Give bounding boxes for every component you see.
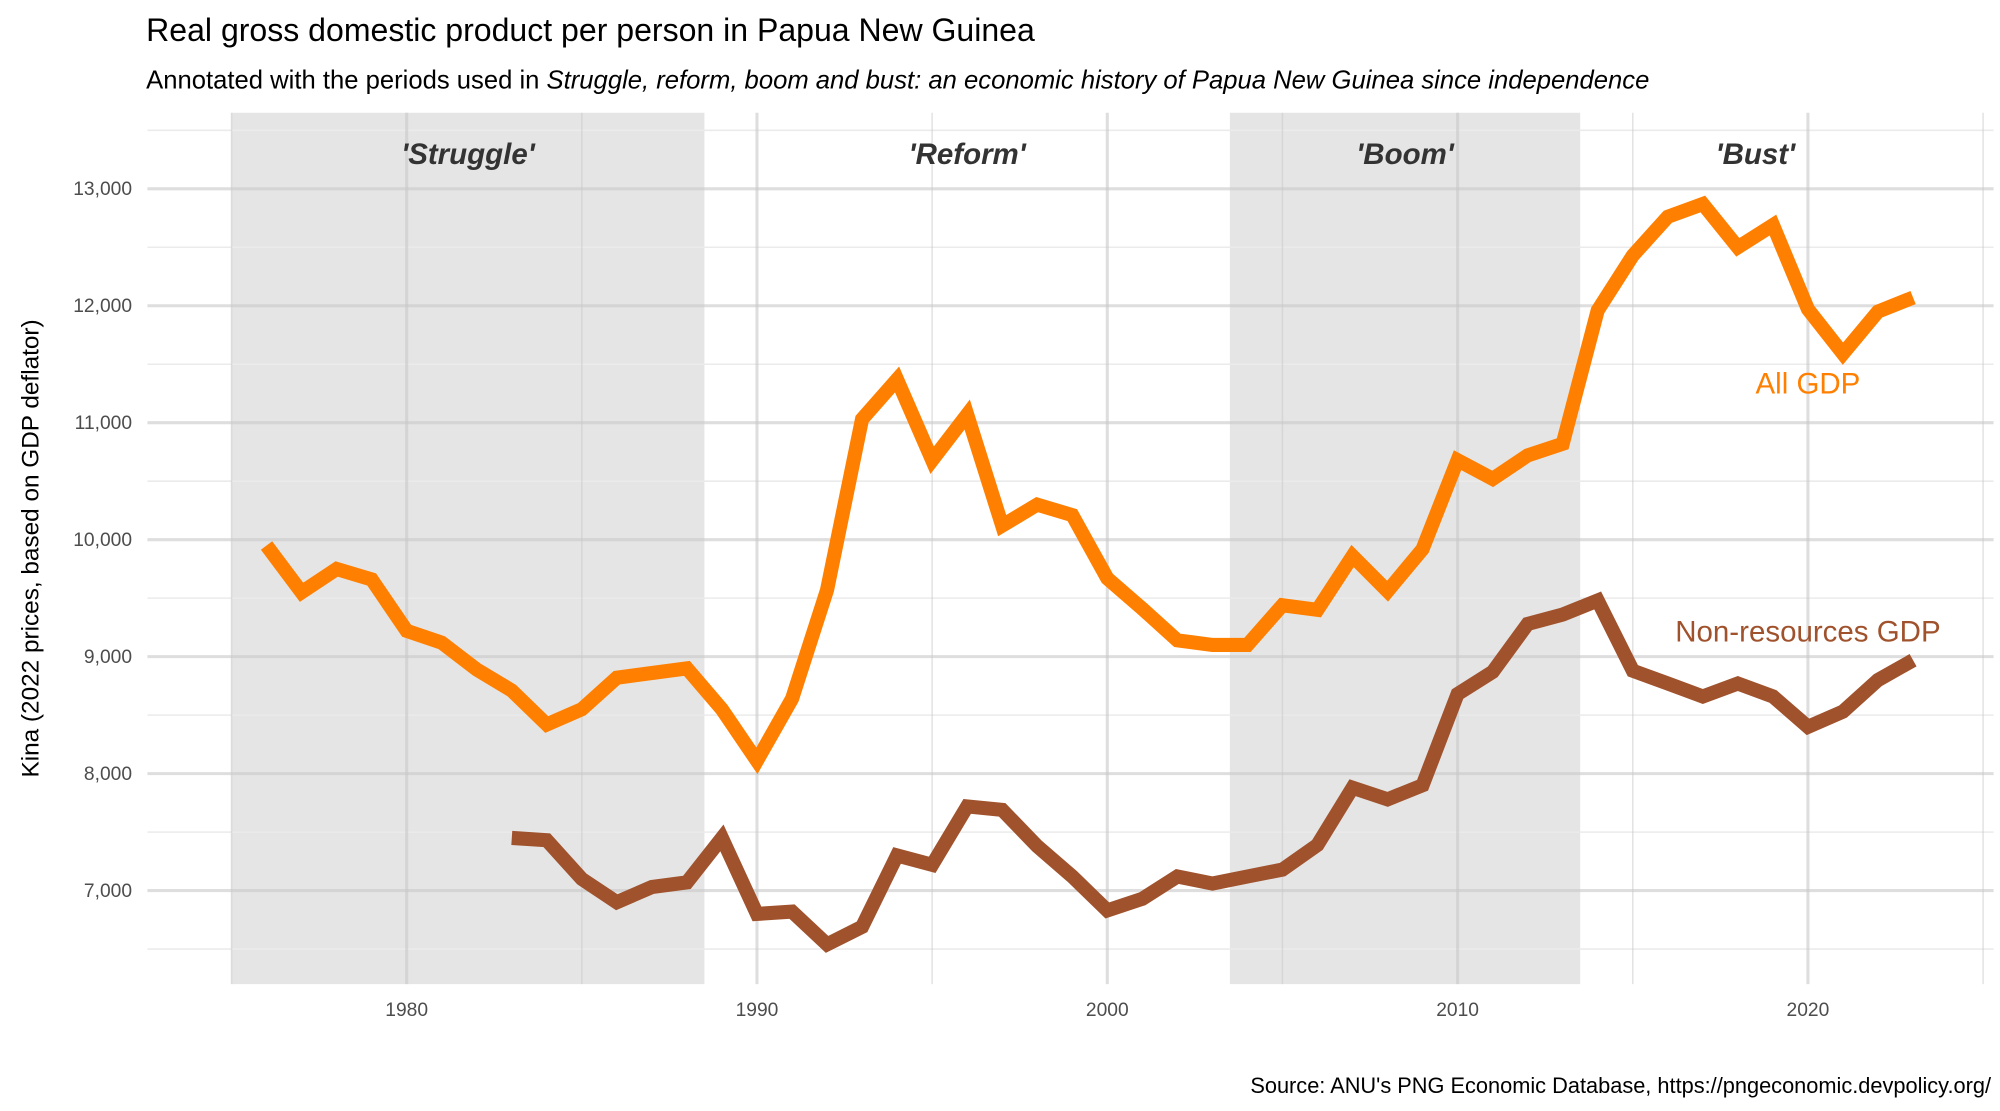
y-tick-label: 12,000 (73, 296, 132, 317)
period-shade (231, 112, 705, 985)
series-line-all-gdp (260, 195, 1916, 775)
period-labels: 'Struggle' 'Reform' 'Boom' 'Bust' (401, 138, 1796, 171)
y-tick-label: 7,000 (84, 881, 132, 902)
period-shading (231, 112, 1581, 985)
chart-subtitle: Annotated with the periods used in Strug… (146, 66, 1649, 94)
period-label: 'Boom' (1356, 138, 1455, 171)
period-label: 'Bust' (1716, 138, 1797, 171)
x-tick-label: 2020 (1787, 1000, 1830, 1021)
period-label: 'Reform' (909, 138, 1027, 171)
series-lines: All GDP Non-resources GDP (260, 195, 1941, 953)
y-tick-label: 11,000 (75, 413, 132, 434)
chart-title: Real gross domestic product per person i… (146, 12, 1035, 48)
y-tick-label: 9,000 (84, 647, 132, 668)
gridlines (147, 112, 1994, 985)
series-label: Non-resources GDP (1675, 615, 1940, 648)
y-tick-label: 8,000 (84, 764, 132, 785)
x-tick-label: 1980 (385, 1000, 428, 1021)
subtitle-prefix: Annotated with the periods used in (146, 66, 546, 94)
subtitle-book-title: Struggle, reform, boom and bust: an econ… (547, 66, 1650, 94)
x-tick-label: 2010 (1436, 1000, 1479, 1021)
period-label: 'Struggle' (401, 138, 536, 171)
period-shade (1229, 112, 1581, 985)
source-caption: Source: ANU's PNG Economic Database, htt… (1250, 1073, 1992, 1098)
y-tick-label: 10,000 (73, 530, 132, 551)
series-line-non-resources-gdp (511, 591, 1917, 953)
x-tick-label: 1990 (736, 1000, 779, 1021)
axis-ticks: 7,000 8,000 9,000 10,000 11,000 12,000 13,000 1… (73, 179, 1829, 1021)
x-tick-label: 2000 (1086, 1000, 1129, 1021)
series-label: All GDP (1756, 367, 1861, 400)
y-axis-label: Kina (2022 prices, based on GDP deflator… (17, 319, 44, 777)
y-tick-label: 13,000 (73, 179, 132, 200)
